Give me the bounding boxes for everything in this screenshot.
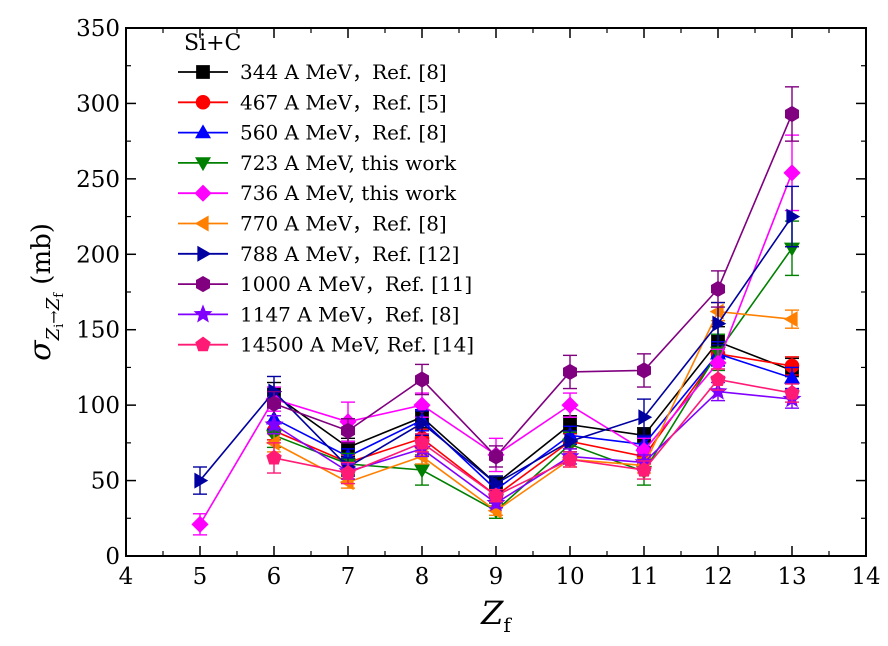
data-point [264,414,284,433]
legend-marker [194,157,212,172]
data-point [266,449,282,465]
data-point [638,409,653,426]
x-tick-label: 8 [415,564,430,590]
series-9 [266,368,800,503]
data-point [786,208,801,225]
data-point [416,415,431,432]
data-point [340,464,356,480]
data-point [490,475,505,492]
legend-marker [194,124,212,139]
legend-entry: 344 A MeV，Ref. [8] [178,60,447,84]
series-line [273,340,793,485]
y-tick-label: 0 [105,544,120,570]
legend-marker [196,65,210,79]
x-tick-label: 5 [193,564,208,590]
x-tick-label: 9 [489,564,504,590]
data-point [191,515,209,533]
x-tick-label: 4 [119,564,134,590]
y-tick-label: 200 [76,242,120,268]
axis-ticks: 4 5 6 7 8 9 10 11 12 13 14 0 50 100 150 200 250 300 350 [76,16,881,590]
data-point [711,280,725,298]
series-line [273,113,793,458]
y-tick-label: 100 [76,393,120,419]
data-point [341,422,355,439]
legend-label: 344 A MeV，Ref. [8] [240,60,447,84]
data-series [191,86,802,536]
data-point [636,461,652,477]
legend-entry: 736 A MeV, this work [178,181,457,205]
x-axis-label: Zf [480,594,512,637]
legend-marker [193,304,213,323]
x-tick-label: 13 [777,564,806,590]
legend-label: 723 A MeV, this work [240,151,457,175]
data-point [413,464,431,479]
data-point [414,434,430,450]
series-line [273,378,793,497]
legend-marker [194,215,209,232]
legend-label: 1147 A MeV，Ref. [8] [240,302,459,326]
y-tick-label: 50 [91,469,120,495]
data-point [637,362,651,379]
x-tick-label: 7 [341,564,356,590]
data-point [783,369,801,384]
legend-entry: 788 A MeV，Ref. [12] [178,242,459,266]
legend-entry: 1147 A MeV，Ref. [8] [178,302,459,326]
data-point [783,311,798,328]
data-point [194,472,209,489]
legend-label: 770 A MeV，Ref. [8] [240,212,447,236]
y-tick-label: 250 [76,167,120,193]
y-tick-label: 300 [76,91,120,117]
legend-entry: 1000 A MeV，Ref. [11] [178,272,472,296]
legend-entry: 770 A MeV，Ref. [8] [178,212,447,236]
data-point [564,433,579,450]
legend-label: 788 A MeV，Ref. [12] [240,242,459,266]
legend-marker [195,95,211,110]
legend-label: 560 A MeV，Ref. [8] [240,121,447,145]
data-point [785,105,799,123]
data-point [489,448,503,465]
data-point [712,315,727,332]
axis-labels: Zf σZi→Zf (mb) [23,223,512,637]
legend-marker [197,245,212,262]
legend-entry: 467 A MeV，Ref. [5] [178,90,447,114]
legend: Si+C 344 A MeV，Ref. [8] 467 A MeV，Ref. [5]… [178,31,474,357]
data-point [563,363,577,381]
x-tick-label: 6 [267,564,282,590]
x-tick-label: 10 [555,564,584,590]
data-point [709,303,724,320]
x-tick-label: 11 [629,564,658,590]
y-tick-label: 150 [76,318,120,344]
legend-title: Si+C [184,31,241,56]
legend-marker [196,276,210,293]
x-tick-label: 12 [703,564,732,590]
legend-label: 467 A MeV，Ref. [5] [240,90,447,114]
y-axis-label: σZi→Zf (mb) [23,223,67,361]
legend-entry: 723 A MeV, this work [178,151,457,175]
legend-label: 1000 A MeV，Ref. [11] [240,272,472,296]
data-point [562,451,578,467]
legend-entry: 560 A MeV，Ref. [8] [178,121,447,145]
series-line [273,310,793,512]
data-point [784,384,800,400]
data-point [561,396,579,414]
legend-entry: 14500 A MeV, Ref. [14] [178,333,474,357]
legend-marker [194,184,212,202]
data-point [710,371,726,387]
legend-label: 736 A MeV, this work [240,181,457,205]
data-point [267,395,281,412]
legend-marker [195,336,211,352]
legend-label: 14500 A MeV, Ref. [14] [240,333,474,357]
y-tick-label: 350 [76,16,120,42]
data-point [488,487,504,503]
data-point [783,164,801,182]
data-point [415,371,429,388]
x-tick-label: 14 [851,564,880,590]
